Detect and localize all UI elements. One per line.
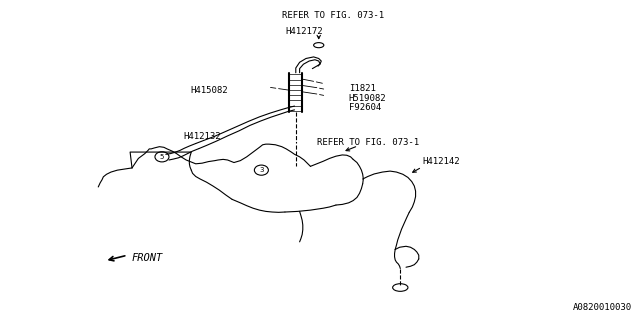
Text: 5: 5 (160, 154, 164, 160)
Text: H519082: H519082 (349, 94, 387, 103)
Text: FRONT: FRONT (132, 253, 163, 263)
Text: REFER TO FIG. 073-1: REFER TO FIG. 073-1 (282, 11, 384, 20)
Text: F92604: F92604 (349, 103, 381, 112)
Text: H412142: H412142 (422, 157, 460, 166)
Text: H415082: H415082 (190, 86, 228, 95)
Text: REFER TO FIG. 073-1: REFER TO FIG. 073-1 (317, 138, 419, 147)
Text: 3: 3 (259, 167, 264, 173)
Text: A0820010030: A0820010030 (573, 303, 632, 312)
Text: I1821: I1821 (349, 84, 376, 93)
Text: H412172: H412172 (285, 27, 323, 36)
Text: H412132: H412132 (183, 132, 221, 141)
